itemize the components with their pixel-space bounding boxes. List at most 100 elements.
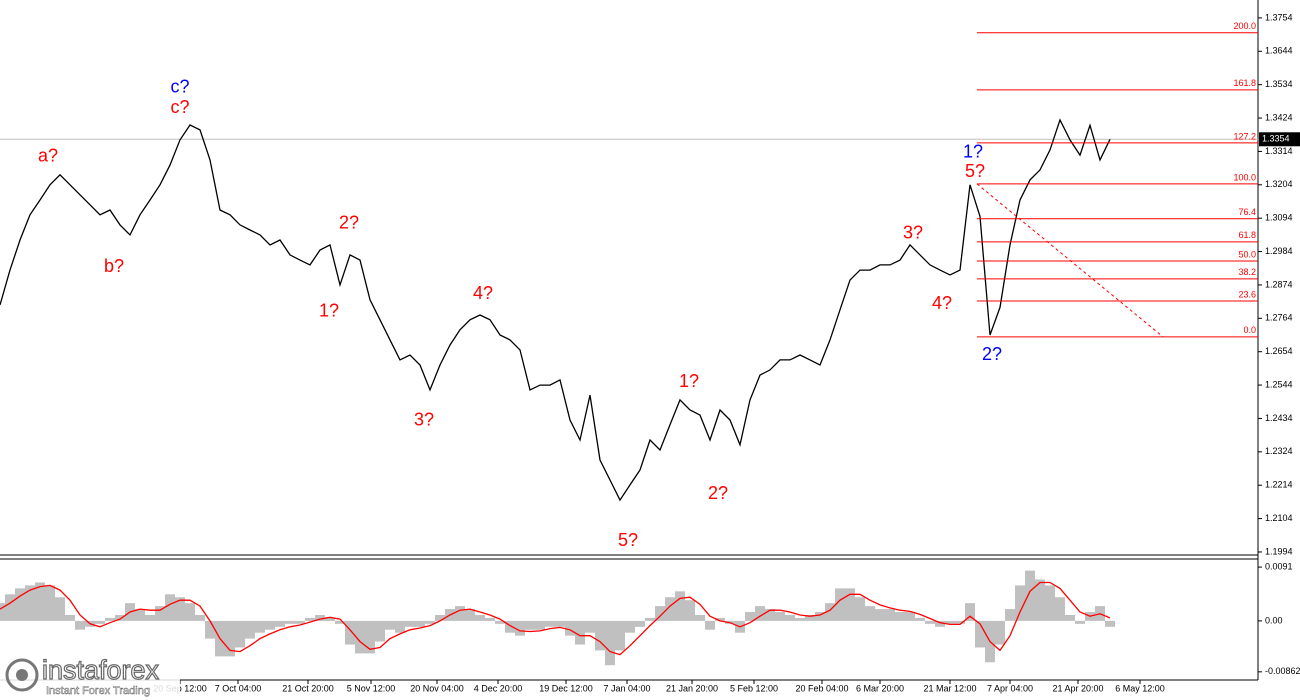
histogram-bar <box>665 597 675 621</box>
wave-label: 5? <box>965 161 985 181</box>
wave-label: 4? <box>473 283 493 303</box>
histogram-bar <box>795 617 805 621</box>
histogram-bar <box>95 620 105 624</box>
histogram-bar <box>115 614 125 621</box>
histogram-bar <box>1055 597 1065 621</box>
histogram-bar <box>915 617 925 621</box>
y-tick-label: 1.2544 <box>1265 379 1293 389</box>
histogram-bar <box>885 609 895 621</box>
y-tick-label: 1.2654 <box>1265 346 1293 356</box>
histogram-bar <box>1025 570 1035 621</box>
wave-label: 2? <box>708 483 728 503</box>
histogram-bar <box>835 588 845 621</box>
histogram-bar <box>935 620 945 627</box>
wave-label: 2? <box>339 213 359 233</box>
current-price-label: 1.3354 <box>1262 134 1290 144</box>
x-tick-label: 21 Oct 20:00 <box>282 683 334 693</box>
histogram-bar <box>755 606 765 621</box>
y-tick-label: 1.2984 <box>1265 246 1293 256</box>
histogram-bar <box>505 620 515 633</box>
histogram-bar <box>25 585 35 621</box>
histogram-bar <box>385 620 395 630</box>
histogram-bar <box>575 620 585 645</box>
histogram-bar <box>275 620 285 627</box>
histogram-bar <box>895 612 905 621</box>
histogram-bar <box>1065 614 1075 621</box>
y-tick-label: 1.2214 <box>1265 480 1293 490</box>
histogram-bar <box>785 614 795 621</box>
histogram-bar <box>285 620 295 624</box>
histogram-bar <box>195 614 205 621</box>
y-tick-label: 1.3314 <box>1265 146 1293 156</box>
wave-label: c? <box>170 77 189 97</box>
wave-label: 2? <box>982 344 1002 364</box>
histogram-bar <box>435 614 445 621</box>
histogram-bar <box>345 620 355 645</box>
watermark-tagline: Instant Forex Trading <box>46 685 150 697</box>
histogram-bar <box>495 620 505 624</box>
histogram-bar <box>135 609 145 621</box>
histogram-bar <box>815 612 825 621</box>
y-tick-label: 1.1994 <box>1265 546 1293 556</box>
x-tick-label: 7 Jan 04:00 <box>603 683 650 693</box>
histogram-bar <box>415 620 425 627</box>
fib-label: 61.8 <box>1238 230 1256 240</box>
histogram-bar <box>685 600 695 621</box>
y-tick-label: 1.3534 <box>1265 79 1293 89</box>
histogram-bar <box>5 594 15 621</box>
histogram-bar <box>585 620 595 633</box>
histogram-bar <box>335 620 345 624</box>
histogram-bar <box>35 582 45 621</box>
watermark-bg <box>0 652 180 700</box>
histogram-bar <box>1075 620 1085 624</box>
histogram-bar <box>15 588 25 621</box>
wave-label: 3? <box>903 223 923 243</box>
histogram-bar <box>675 591 685 621</box>
histogram-bar <box>615 620 625 651</box>
y-tick-label: 0.0091 <box>1265 561 1293 571</box>
watermark-brand: instaforex <box>42 655 160 685</box>
wave-label: 1? <box>963 142 983 162</box>
histogram-bar <box>825 603 835 621</box>
y-tick-label: 1.2324 <box>1265 446 1293 456</box>
histogram-bar <box>375 620 385 642</box>
histogram-bar <box>875 609 885 621</box>
histogram-bar <box>565 620 575 636</box>
wave-label: 5? <box>618 530 638 550</box>
histogram-bar <box>105 617 115 621</box>
x-tick-label: 20 Nov 04:00 <box>410 683 464 693</box>
histogram-bar <box>995 620 1005 645</box>
histogram-bar <box>925 620 935 624</box>
fib-label: 200.0 <box>1233 21 1256 31</box>
histogram-bar <box>1105 620 1115 627</box>
x-tick-label: 7 Apr 04:00 <box>987 683 1033 693</box>
histogram-bar <box>245 620 255 639</box>
histogram-bar <box>395 620 405 633</box>
histogram-bar <box>625 620 635 633</box>
histogram-bar <box>645 617 655 621</box>
histogram-bar <box>235 620 245 648</box>
x-tick-label: 6 Mar 20:00 <box>856 683 904 693</box>
histogram-bar <box>1035 579 1045 621</box>
y-tick-label: 1.2434 <box>1265 413 1293 423</box>
wave-label: c? <box>170 97 189 117</box>
x-tick-label: 5 Feb 12:00 <box>730 683 778 693</box>
histogram-bar <box>535 620 545 630</box>
y-tick-label: 1.2104 <box>1265 513 1293 523</box>
y-tick-label: 1.2874 <box>1265 279 1293 289</box>
histogram-bar <box>165 594 175 621</box>
histogram-bar <box>545 620 555 627</box>
watermark: instaforex Instant Forex Trading <box>0 652 180 700</box>
histogram-bar <box>425 620 435 624</box>
histogram-bar <box>705 620 715 630</box>
x-tick-label: 20 Feb 04:00 <box>795 683 848 693</box>
histogram-bar <box>475 614 485 621</box>
current-price-box <box>1259 132 1300 147</box>
histogram-bar <box>0 603 5 621</box>
x-tick-label: 19 Dec 12:00 <box>539 683 593 693</box>
y-tick-label: 1.3424 <box>1265 112 1293 122</box>
histogram-bar <box>155 606 165 621</box>
histogram-bar <box>695 614 705 621</box>
